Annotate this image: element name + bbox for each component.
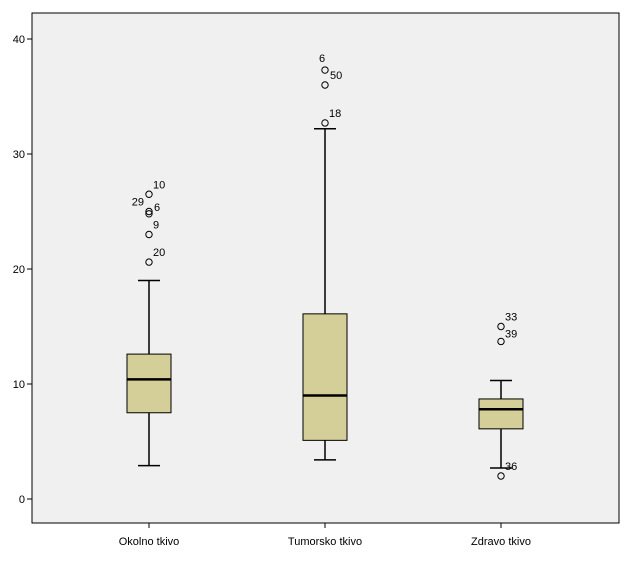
- y-tick-label-20: 20: [13, 264, 25, 276]
- outlier-label: 18: [329, 108, 341, 120]
- outlier-point: [497, 322, 505, 331]
- outlier-point: [321, 81, 329, 89]
- outlier-label: 33: [505, 312, 517, 324]
- box: [126, 353, 172, 414]
- x-tick-label-1: Tumorsko tkivo: [288, 536, 362, 548]
- y-tick-label-0: 0: [19, 494, 25, 506]
- x-tick-label-0: Okolno tkivo: [119, 536, 180, 548]
- outlier-point: [321, 119, 329, 127]
- boxes: 10 29 6 9 20 6 50 18 33 39 36: [126, 53, 524, 480]
- outlier-label: 10: [153, 179, 165, 191]
- outlier-point: [497, 337, 505, 346]
- y-tick-label-10: 10: [13, 379, 25, 391]
- outlier-label: 50: [330, 70, 342, 82]
- box: [478, 398, 524, 430]
- outlier-point: [321, 66, 329, 74]
- outlier-point: [145, 207, 153, 216]
- outlier-label: 9: [153, 220, 159, 232]
- outlier-label: 36: [505, 461, 517, 473]
- outlier-label: 6: [154, 202, 160, 214]
- box-group-1: 6 50 18: [302, 53, 348, 461]
- outlier-label: 6: [319, 53, 325, 65]
- outlier-label: 29: [132, 197, 144, 209]
- outlier-point: [145, 258, 153, 266]
- outlier-point: [497, 472, 505, 480]
- y-axis: 0 10 20 30 40: [13, 34, 32, 506]
- x-tick-label-2: Zdravo tkivo: [471, 536, 531, 548]
- y-tick-label-40: 40: [13, 34, 25, 46]
- outlier-point: [145, 210, 153, 218]
- outlier-label: 39: [505, 328, 517, 340]
- outlier-point: [145, 190, 153, 198]
- outlier-point: [145, 230, 153, 239]
- box-group-0: 10 29 6 9 20: [126, 179, 172, 467]
- y-tick-label-30: 30: [13, 149, 25, 161]
- box: [302, 313, 348, 441]
- outlier-label: 20: [153, 247, 165, 259]
- x-axis: Okolno tkivo Tumorsko tkivo Zdravo tkivo: [119, 523, 531, 548]
- box-group-2: 33 39 36: [478, 312, 524, 480]
